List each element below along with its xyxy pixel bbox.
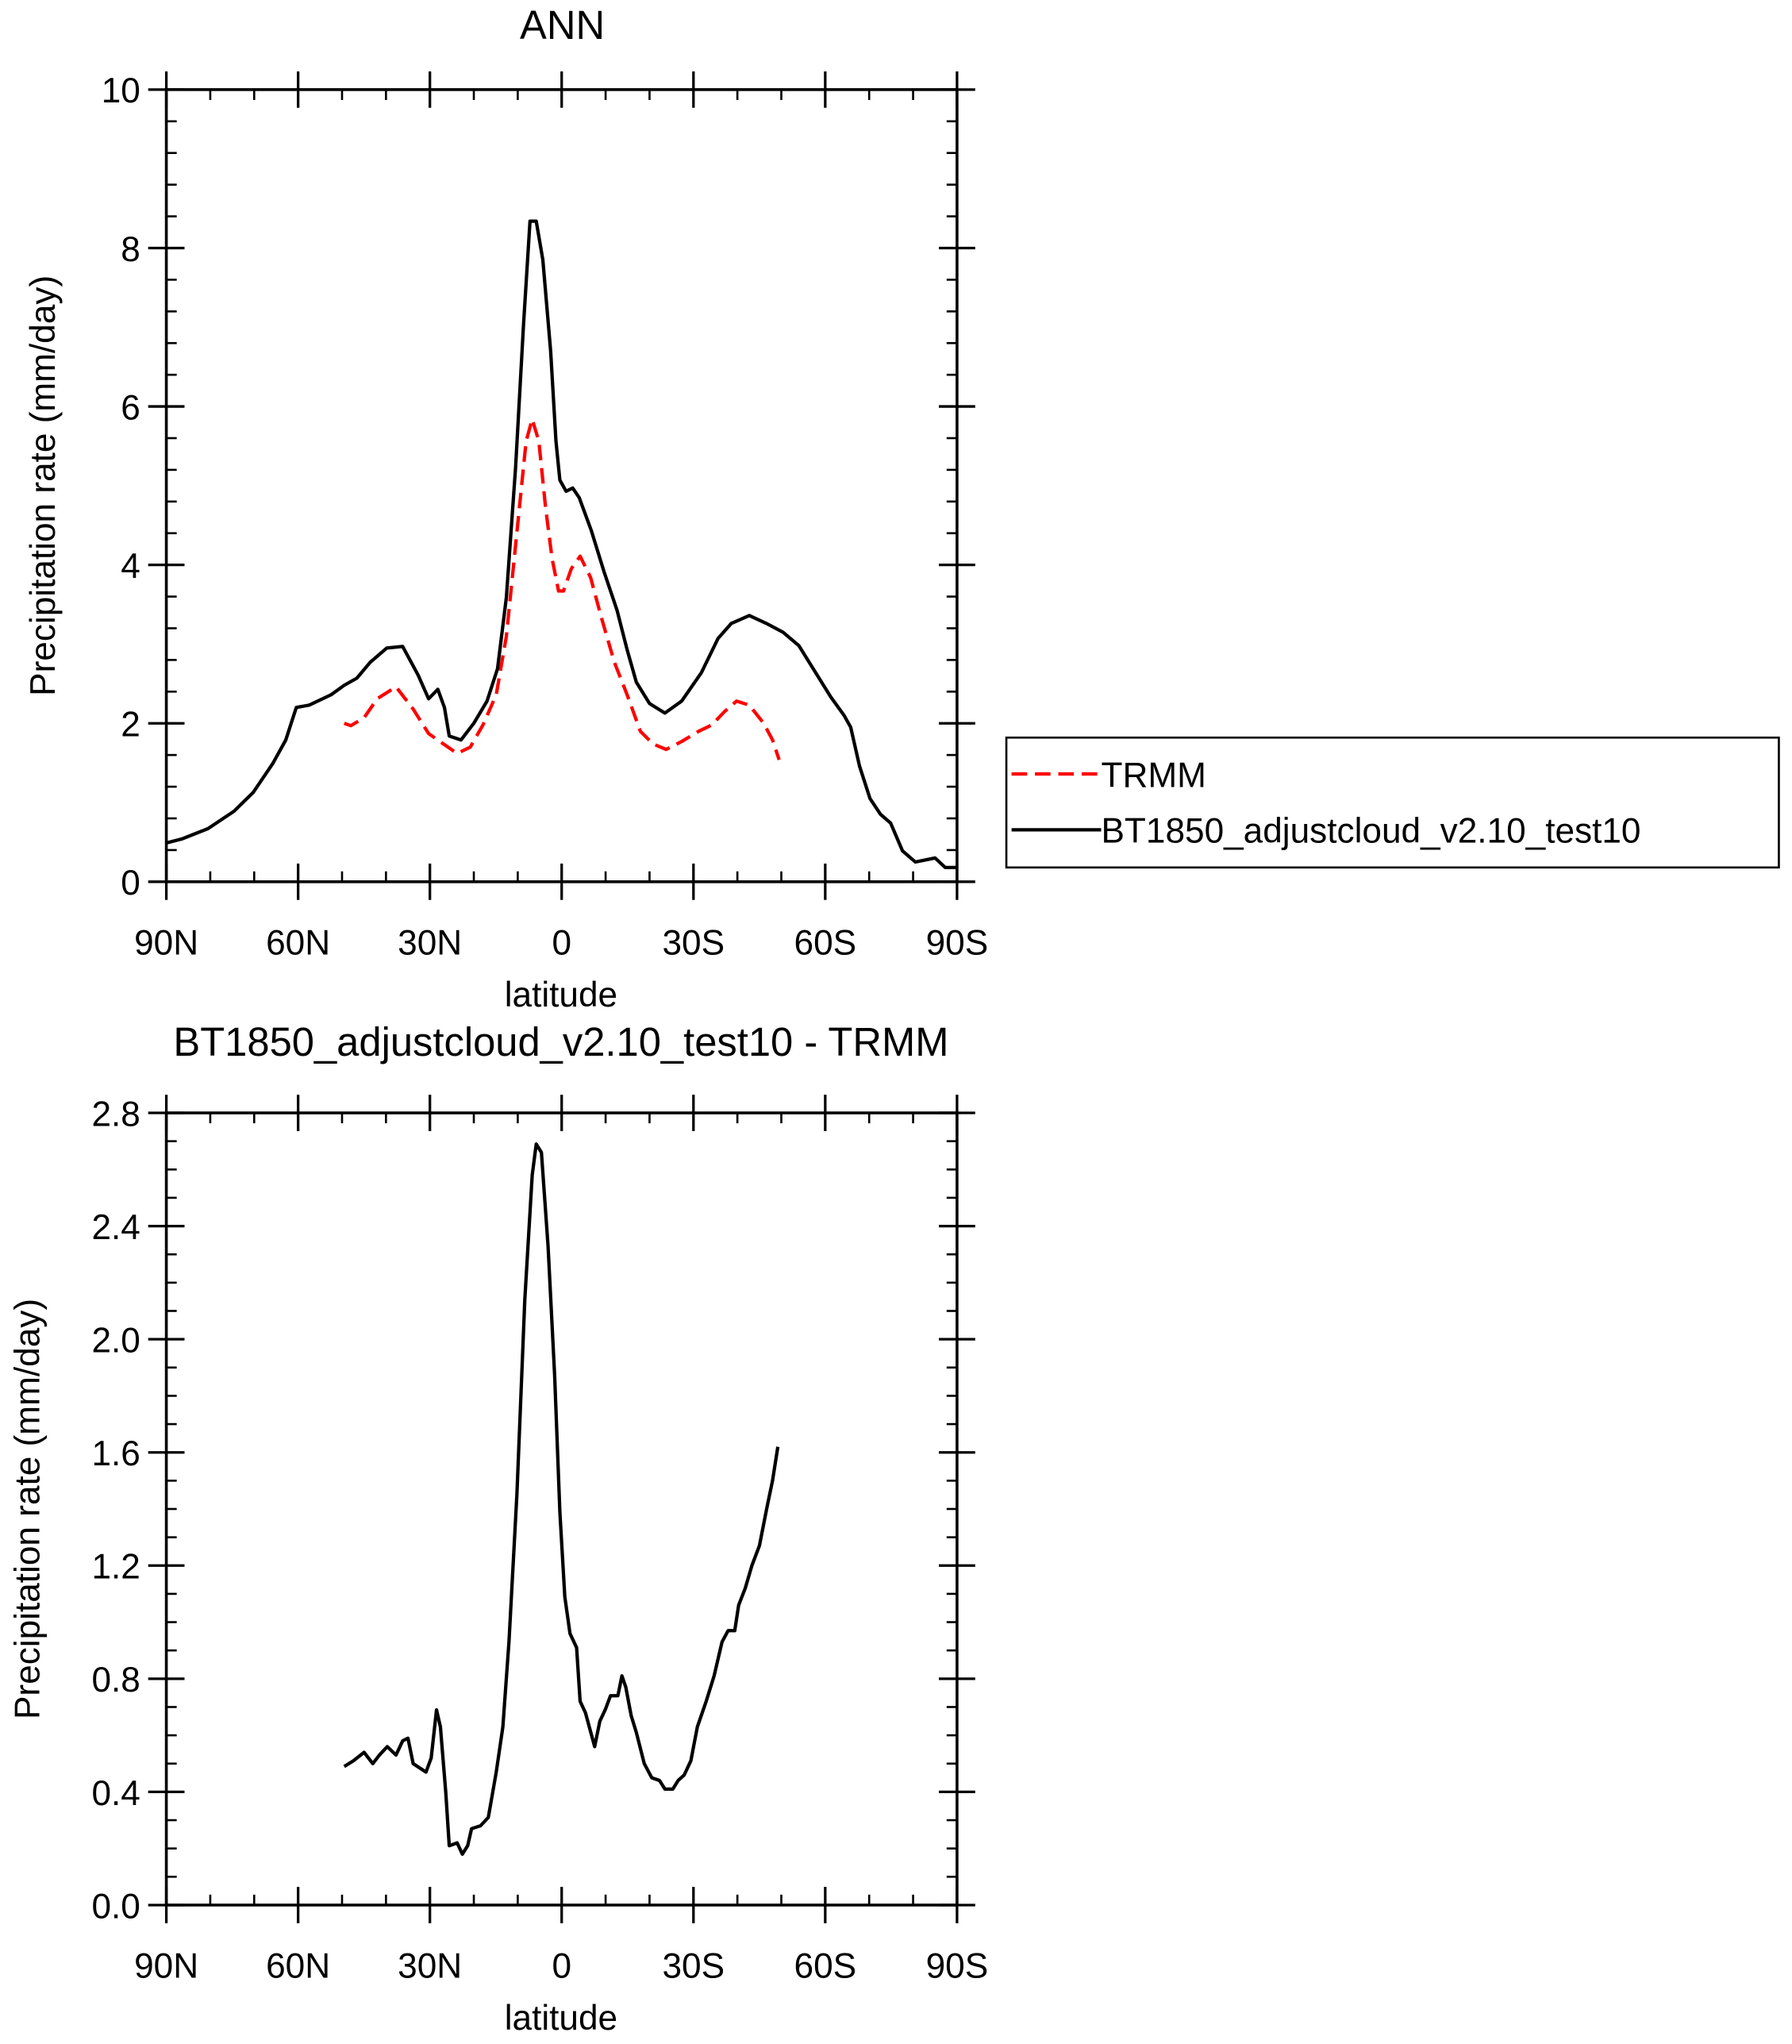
x-axis-label: latitude: [505, 1999, 617, 2038]
y-tick-label: 1.6: [91, 1434, 140, 1473]
bottom-plot: 0.0 0.4 0.8 1.2 1.6 2.0 2.4 2.8 90N 60N 30N 0 30S 60S…: [8, 1019, 988, 2038]
y-tick-label: 2.8: [91, 1095, 140, 1134]
plot-frame: [164, 1111, 959, 1907]
x-tick-label: 30N: [398, 1947, 462, 1986]
y-axis-label: Precipitation rate (mm/day): [24, 275, 63, 696]
x-tick-label: 60S: [794, 923, 857, 962]
chart-title: BT1850_adjustcloud_v2.10_test10 - TRMM: [173, 1019, 948, 1064]
legend-label: TRMM: [1101, 756, 1206, 795]
x-axis-label: latitude: [505, 976, 617, 1014]
legend-label: BT1850_adjustcloud_v2.10_test10: [1101, 812, 1640, 851]
x-tick-label: 60N: [266, 1947, 330, 1986]
x-tick-label: 30S: [663, 1947, 725, 1986]
y-tick-label: 8: [121, 230, 140, 269]
series-line-difference: [343, 1142, 780, 1856]
x-tick-label: 60S: [794, 1947, 857, 1986]
top-plot: 0 2 4 6 8 10 90N 60N 30N 0 30S 60S 90S ANN latitude Pre…: [24, 2, 1780, 1014]
series-line-trmm: [344, 417, 781, 760]
y-tick-label: 1.2: [91, 1548, 140, 1587]
x-tick-label: 90S: [926, 1947, 989, 1986]
y-tick-label: 6: [121, 388, 140, 427]
x-tick-label: 30S: [663, 923, 725, 962]
x-tick-label: 90N: [134, 923, 198, 962]
y-tick-label: 2: [121, 706, 140, 745]
legend: TRMM BT1850_adjustcloud_v2.10_test10: [1005, 736, 1780, 869]
x-tick-label: 90S: [926, 923, 989, 962]
y-tick-label: 0.8: [91, 1661, 140, 1699]
y-axis-label: Precipitation rate (mm/day): [8, 1299, 47, 1719]
x-tick-label: 0: [552, 923, 571, 962]
y-tick-label: 4: [121, 547, 140, 586]
y-tick-label: 2.4: [91, 1208, 140, 1247]
chart-title: ANN: [520, 2, 605, 48]
x-tick-label: 30N: [398, 923, 462, 962]
x-tick-label: 60N: [266, 923, 330, 962]
x-tick-label: 0: [552, 1947, 571, 1986]
y-tick-label: 0.0: [91, 1887, 140, 1926]
legend-box: [1005, 736, 1780, 869]
series-line-model: [166, 219, 957, 869]
y-tick-label: 10: [102, 71, 140, 110]
y-tick-label: 0: [121, 864, 140, 903]
x-tick-label: 90N: [134, 1947, 198, 1986]
y-tick-label: 2.0: [91, 1322, 140, 1361]
y-tick-label: 0.4: [91, 1774, 140, 1813]
